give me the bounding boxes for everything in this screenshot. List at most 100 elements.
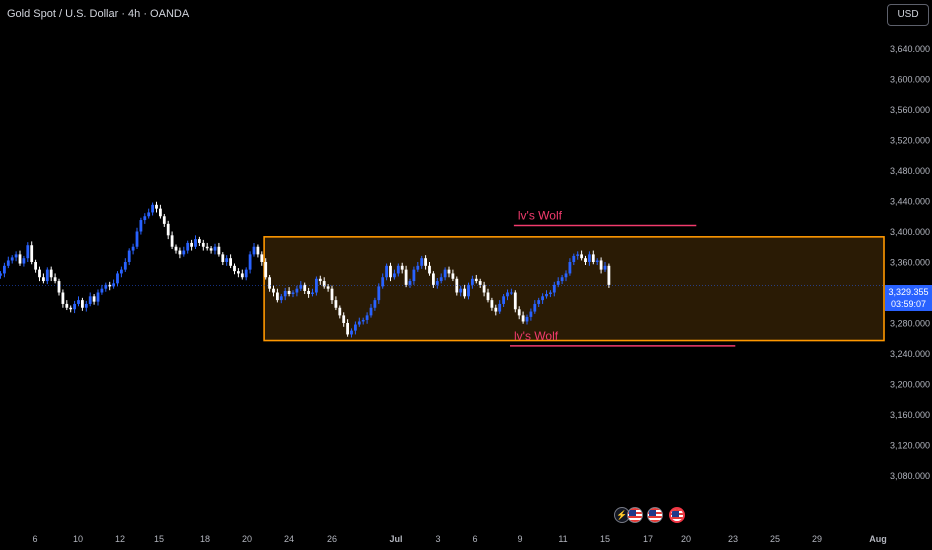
candle-body: [471, 278, 474, 285]
candle-body: [334, 300, 338, 308]
candle-body: [576, 254, 580, 256]
x-tick-label: 11: [558, 534, 567, 544]
candle-body: [377, 286, 381, 301]
candle-body: [77, 300, 80, 304]
y-tick-label: 3,560.000: [890, 105, 930, 115]
candle-body: [541, 296, 544, 301]
x-tick-label: 17: [643, 534, 653, 544]
candle-body: [57, 281, 61, 293]
x-tick-label: 29: [812, 534, 822, 544]
candle-body: [127, 250, 131, 262]
candle-body: [451, 273, 455, 279]
candle-body: [307, 290, 310, 295]
candle-body: [287, 290, 291, 295]
candle-body: [350, 330, 353, 335]
candle-body: [42, 277, 45, 282]
candle-body: [529, 311, 533, 317]
symbol-title[interactable]: Gold Spot / U.S. Dollar · 4h · OANDA: [7, 8, 190, 20]
candle-body: [396, 265, 400, 274]
x-tick-label: 12: [115, 534, 125, 544]
candle-body: [178, 250, 182, 255]
candle-body: [572, 255, 576, 262]
candle-body: [556, 281, 560, 285]
candle-body: [517, 309, 521, 316]
us-flag-icon[interactable]: [647, 507, 663, 523]
candle-body: [198, 239, 201, 243]
candle-body: [229, 258, 232, 266]
candle-body: [22, 258, 26, 264]
y-tick-label: 3,280.000: [890, 319, 930, 329]
candle-body: [112, 283, 115, 287]
candle-body: [545, 294, 548, 297]
candle-body: [53, 277, 57, 282]
candle-body: [131, 246, 135, 251]
candle-body: [276, 292, 279, 301]
candle-body: [447, 269, 451, 274]
y-tick-label: 3,240.000: [890, 349, 930, 359]
candle-body: [3, 265, 6, 274]
candle-body: [342, 315, 346, 323]
candle-body: [490, 300, 494, 308]
x-tick-label: 20: [242, 534, 252, 544]
x-tick-label: 6: [32, 534, 37, 544]
candle-body: [194, 239, 197, 247]
time-axis[interactable]: 6 10 12 15 18 20 24 26 Jul 3 6 9 11 15 17 20 23 25 29 Aug: [32, 534, 886, 544]
candle-body: [260, 254, 264, 262]
candle-body: [463, 288, 466, 297]
candle-body: [135, 231, 139, 247]
candle-body: [240, 273, 244, 278]
candle-body: [205, 246, 209, 249]
candle-body: [73, 303, 76, 310]
candle-body: [209, 248, 213, 251]
candle-body: [408, 281, 412, 285]
candle-body: [607, 265, 611, 285]
candle-body: [139, 220, 143, 232]
candle-body: [432, 273, 435, 285]
candle-body: [256, 246, 260, 255]
candle-body: [252, 246, 256, 255]
current-price-tag: 3,329.355 03:59:07: [885, 285, 932, 311]
candle-body: [108, 284, 112, 287]
candle-body: [346, 323, 349, 335]
candle-body: [38, 269, 41, 278]
candle-body: [424, 258, 427, 266]
candle-body: [412, 269, 416, 282]
candle-body: [459, 288, 463, 293]
candle-body: [61, 292, 65, 304]
candle-body: [482, 284, 486, 293]
x-tick-label: 25: [770, 534, 780, 544]
candle-body: [88, 296, 92, 304]
candle-body: [513, 292, 517, 310]
candle-body: [81, 300, 84, 308]
upper-line-label: lv's Wolf: [518, 209, 563, 223]
candle-body: [506, 292, 509, 297]
us-flag-icon[interactable]: [627, 507, 643, 523]
candle-body: [389, 265, 392, 278]
x-tick-label: Jul: [389, 534, 402, 544]
candle-body: [326, 286, 330, 289]
candle-body: [467, 284, 470, 297]
us-flag-icon[interactable]: [669, 507, 685, 523]
y-tick-label: 3,360.000: [890, 258, 930, 268]
price-axis[interactable]: 3,640.000 3,600.000 3,560.000 3,520.000 3,48…: [890, 44, 930, 481]
candle-body: [123, 262, 127, 270]
x-tick-label: 26: [327, 534, 337, 544]
candle-body: [14, 254, 18, 258]
x-tick-label: 6: [472, 534, 477, 544]
x-tick-label: 10: [73, 534, 83, 544]
y-tick-label: 3,120.000: [890, 441, 930, 451]
candle-body: [272, 288, 275, 293]
candle-body: [84, 303, 88, 308]
candle-body: [591, 254, 595, 262]
candle-body: [170, 235, 174, 247]
candle-body: [143, 216, 147, 221]
candle-body: [311, 292, 314, 295]
candle-body: [237, 271, 240, 274]
x-tick-label: 20: [681, 534, 691, 544]
candle-body: [26, 245, 30, 259]
currency-button[interactable]: USD: [887, 4, 929, 26]
candle-body: [404, 269, 408, 285]
candle-body: [120, 269, 123, 274]
candle-body: [385, 265, 388, 278]
